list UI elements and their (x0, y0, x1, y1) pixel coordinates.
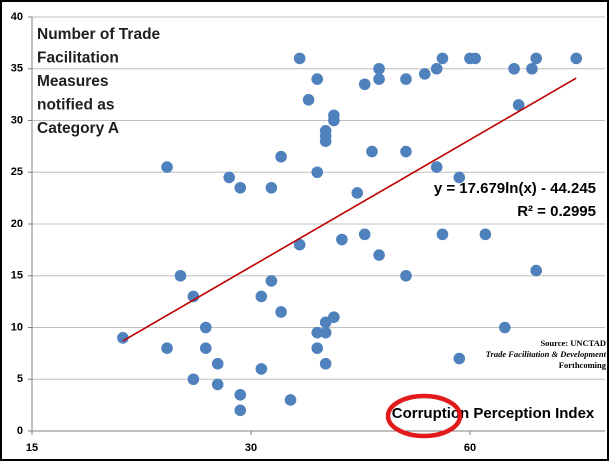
y-tick-label: 0 (17, 425, 23, 437)
y-tick-label: 30 (11, 114, 23, 126)
chart-title: Measures (37, 73, 109, 90)
point (508, 62, 520, 75)
source-note: Forthcoming (559, 360, 607, 370)
point (530, 52, 543, 65)
point (526, 62, 538, 75)
point (453, 352, 466, 365)
point (187, 373, 200, 386)
labels: 0 5 10 15 20 25 30 35 40 15 30 60 Number of Trade Fac… (11, 11, 607, 454)
point (117, 332, 129, 344)
source-note: Trade Facilitation & Development (486, 349, 607, 359)
point (400, 73, 412, 85)
x-tick-label: 60 (464, 442, 476, 454)
point (436, 228, 449, 241)
point (161, 161, 173, 173)
point (265, 181, 278, 194)
point (234, 404, 247, 417)
chart-title: notified as (37, 97, 115, 114)
point (328, 311, 340, 323)
r-squared: R² = 0.2995 (517, 203, 596, 220)
point (319, 326, 332, 339)
point (570, 52, 583, 65)
x-axis-label: Corruption Perception Index (392, 405, 595, 422)
chart-title: Number of Trade (37, 26, 161, 43)
trendline (122, 77, 577, 342)
point (275, 150, 287, 163)
point (223, 171, 235, 184)
point (479, 228, 492, 241)
point (234, 388, 247, 401)
point (430, 62, 443, 75)
point (319, 357, 332, 370)
point (293, 238, 306, 251)
point (265, 275, 278, 287)
point (311, 326, 324, 339)
y-tick-label: 20 (11, 218, 23, 230)
y-tick-label: 10 (11, 321, 23, 333)
point (311, 73, 324, 85)
point (275, 306, 287, 318)
point (530, 264, 543, 277)
point (174, 269, 187, 282)
marks (117, 52, 583, 417)
x-tick-label: 15 (26, 442, 38, 454)
point (373, 249, 385, 261)
point (211, 357, 224, 370)
source-note: Source: UNCTAD (540, 338, 606, 348)
y-tick-label: 35 (11, 63, 23, 75)
point (336, 233, 348, 246)
y-tick-label: 15 (11, 270, 23, 282)
point (311, 342, 324, 355)
point (187, 290, 200, 303)
point (328, 114, 340, 127)
y-tick-label: 5 (17, 373, 23, 385)
point (302, 94, 315, 106)
point (453, 171, 466, 184)
chart-title: Category A (37, 120, 119, 137)
highlight-ellipse (385, 393, 463, 439)
point (161, 342, 173, 355)
point (430, 161, 443, 173)
point (199, 342, 212, 355)
point (512, 99, 525, 111)
point (469, 52, 481, 65)
point (255, 363, 268, 375)
point (255, 290, 268, 303)
point (311, 166, 324, 179)
point (418, 68, 431, 80)
point (211, 378, 224, 391)
point (199, 321, 212, 334)
point (373, 73, 385, 85)
point (234, 181, 247, 194)
point (400, 269, 412, 282)
point (400, 145, 412, 158)
point (436, 52, 449, 65)
point (284, 394, 297, 406)
y-tick-label: 25 (11, 166, 23, 178)
point (319, 130, 332, 142)
point (351, 187, 364, 199)
axes (28, 16, 605, 435)
chart-title: Facilitation (37, 50, 119, 67)
point (358, 78, 371, 91)
point (366, 145, 378, 158)
trend-equation: y = 17.679ln(x) - 44.245 (434, 180, 596, 197)
point (358, 228, 371, 241)
y-tick-label: 40 (11, 11, 23, 23)
point (499, 321, 511, 334)
point (293, 52, 306, 65)
point (373, 62, 385, 75)
x-tick-label: 30 (245, 442, 257, 454)
